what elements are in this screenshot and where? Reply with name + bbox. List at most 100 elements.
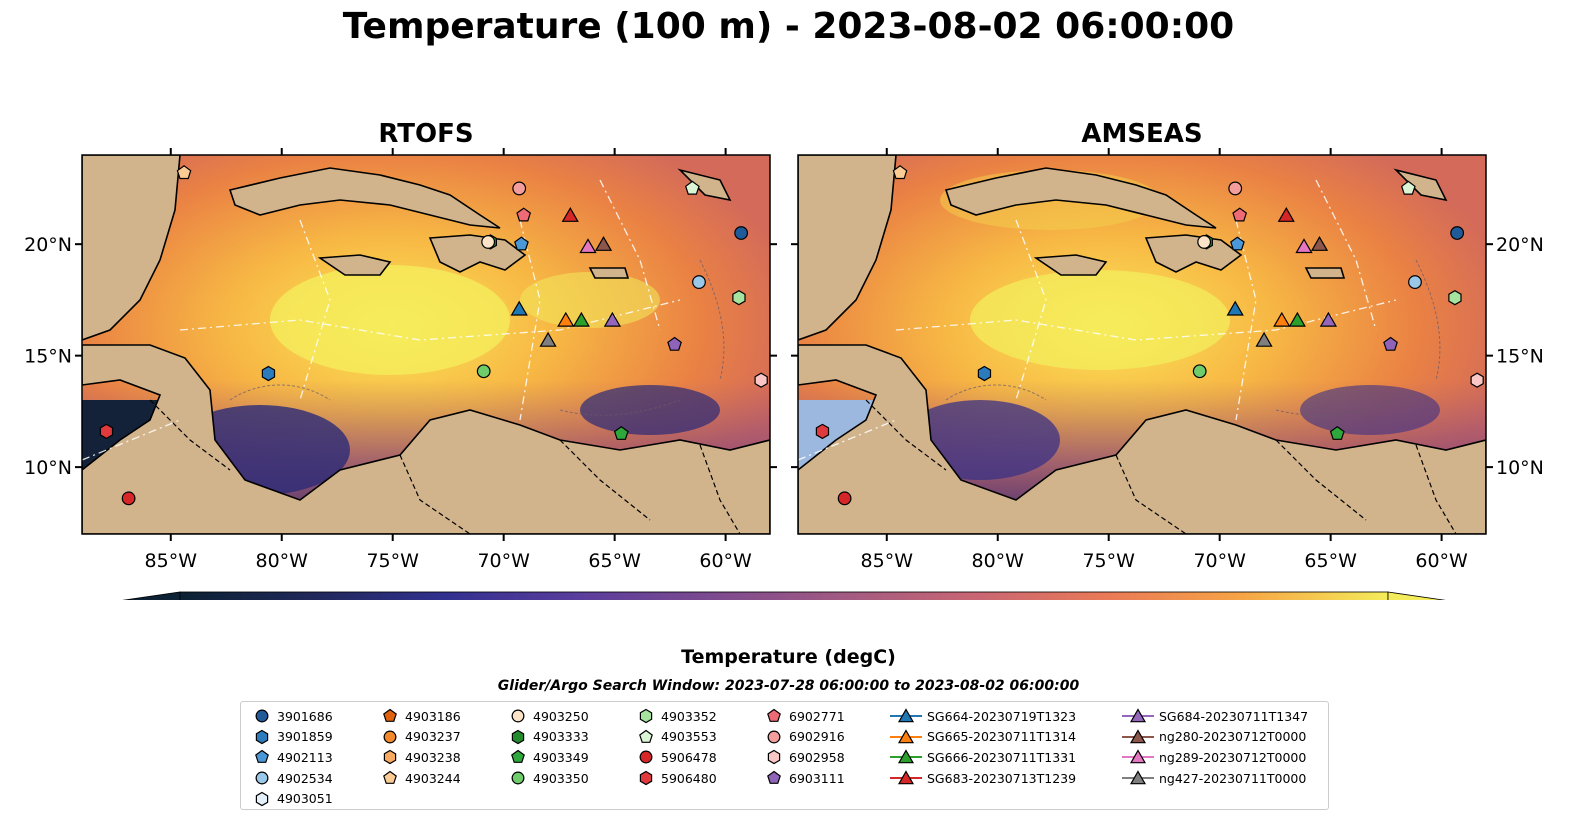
legend-marker: [1129, 749, 1147, 764]
lon-tick-label: 75°W: [366, 550, 419, 572]
legend-marker: [255, 709, 269, 723]
platform-marker-4903350: [476, 364, 491, 379]
platform-marker-6902916: [1228, 181, 1243, 196]
legend-symbol: [511, 709, 525, 723]
legend-marker: [383, 770, 397, 784]
legend-label: ng280-20230712T0000: [1159, 729, 1307, 745]
legend-label: 4902534: [277, 770, 333, 786]
map-panel-amseas: [798, 155, 1486, 534]
legend-entry: 4903250: [507, 706, 589, 727]
legend-symbol: [639, 709, 653, 724]
platform-marker-3901686: [1450, 226, 1465, 240]
legend-entry: SG684-20230711T1347: [1121, 706, 1308, 727]
platform-marker-ng427-20230711T0000: [539, 331, 557, 347]
platform-marker-SG665-20230711T1314: [1273, 311, 1291, 327]
lon-tick-label: 80°W: [256, 550, 309, 572]
legend-marker: [639, 770, 653, 786]
legend-symbol: [639, 770, 653, 786]
country-borders: [865, 399, 1457, 534]
legend-label: 4903553: [661, 729, 717, 745]
lat-tick-label: 15°N: [24, 346, 72, 368]
legend-entry: 6902771: [763, 706, 845, 727]
platform-marker-SG683-20230713T1239: [561, 206, 579, 222]
legend-entry: SG666-20230711T1331: [889, 747, 1076, 768]
legend-label: 4903250: [533, 708, 589, 724]
legend-symbol: [255, 729, 269, 745]
lon-tick-label: 85°W: [861, 550, 914, 572]
lon-tick-label: 60°W: [1415, 550, 1468, 572]
platform-marker-4902113: [514, 236, 529, 251]
legend-marker: [255, 750, 269, 764]
legend: 3901686 3901859 4902113 4902534 4903051 49031…: [240, 701, 1329, 810]
lat-tick-label: 10°N: [1496, 457, 1544, 479]
legend-label: SG666-20230711T1331: [927, 749, 1077, 765]
legend-marker: [255, 791, 269, 806]
legend-symbol: [890, 708, 922, 723]
platform-marker-ng427-20230711T0000: [1255, 331, 1273, 347]
axis-ticks: 85°W 80°W 75°W 70°W 65°W 60°W 20°N 15°N 10°N 85°W…: [24, 148, 1544, 572]
platform-marker-5906480: [99, 423, 114, 440]
eez-boundaries: [798, 179, 1397, 461]
legend-label: ng289-20230712T0000: [1159, 749, 1307, 765]
legend-symbol: [767, 750, 781, 765]
platform-marker-ng280-20230712T0000: [1310, 235, 1329, 251]
map-frame-amseas: [797, 154, 1487, 535]
legend-column: SG684-20230711T1347 ng280-20230712T0000 ng…: [1121, 706, 1308, 788]
legend-entry: 4903238: [379, 747, 461, 768]
platform-marker-4903349: [613, 425, 629, 440]
maps-figure: 85°W 80°W 75°W 70°W 65°W 60°W 20°N 15°N 10°N 85°W…: [24, 148, 1544, 600]
colorbar: 18192021222324252627: [122, 591, 1446, 600]
platform-marker-4903244: [176, 165, 192, 180]
legend-column: SG664-20230719T1323 SG665-20230711T1314 SG…: [889, 706, 1076, 788]
legend-symbol: [1122, 708, 1154, 723]
legend-symbol: [511, 750, 525, 764]
bathymetry-contours: [229, 259, 725, 416]
legend-symbol: [1122, 770, 1154, 785]
legend-column: 4903352 4903553 5906478 5906480: [635, 706, 717, 788]
platform-marker-SG683-20230713T1239: [1277, 206, 1295, 222]
platform-marker-6902958: [1470, 372, 1484, 388]
legend-label: 5906478: [661, 749, 717, 765]
platform-marker-4903553: [684, 180, 700, 195]
platform-marker-SG664-20230719T1323: [1226, 300, 1244, 316]
lon-tick-label: 80°W: [972, 550, 1025, 572]
landmasses: [82, 155, 770, 534]
legend-entry: ng427-20230711T0000: [1121, 768, 1308, 789]
legend-marker: [897, 770, 915, 785]
platform-marker-4903250: [1197, 235, 1212, 249]
legend-label: ng427-20230711T0000: [1159, 770, 1307, 786]
legend-entry: 4902113: [251, 747, 333, 768]
legend-marker: [897, 708, 915, 723]
legend-label: 4902113: [277, 749, 333, 765]
legend-marker: [1129, 729, 1147, 744]
legend-label: 4903186: [405, 708, 461, 724]
platform-marker-ng289-20230712T0000: [579, 238, 597, 254]
legend-marker: [511, 771, 525, 785]
platform-marker-4902534: [1408, 275, 1422, 289]
platform-marker-4903553: [1400, 180, 1416, 195]
platform-marker-SG666-20230711T1331: [572, 311, 590, 327]
legend-label: 5906480: [661, 770, 717, 786]
legend-column: 4903186 4903237 4903238 4903244: [379, 706, 461, 788]
legend-entry: 4903051: [251, 788, 333, 809]
legend-label: 4903244: [405, 770, 461, 786]
legend-marker: [383, 750, 397, 765]
legend-label: SG665-20230711T1314: [927, 729, 1077, 745]
legend-entry: 6903111: [763, 768, 845, 789]
legend-symbol: [255, 771, 269, 785]
legend-symbol: [767, 709, 781, 723]
legend-entry: 4903349: [507, 747, 589, 768]
legend-label: 3901859: [277, 729, 333, 745]
legend-marker: [255, 729, 269, 745]
platform-marker-4902113: [1230, 236, 1245, 251]
legend-marker: [639, 751, 653, 764]
lon-tick-label: 85°W: [145, 550, 198, 572]
legend-symbol: [1122, 729, 1154, 744]
lon-tick-label: 70°W: [477, 550, 530, 572]
legend-entry: 4903352: [635, 706, 717, 727]
colorbar-extend-high: [1387, 591, 1446, 600]
bathymetry-contours: [945, 259, 1441, 416]
platform-marker-6903111: [667, 336, 682, 351]
legend-symbol: [383, 770, 397, 784]
legend-label: 4903051: [277, 791, 333, 807]
